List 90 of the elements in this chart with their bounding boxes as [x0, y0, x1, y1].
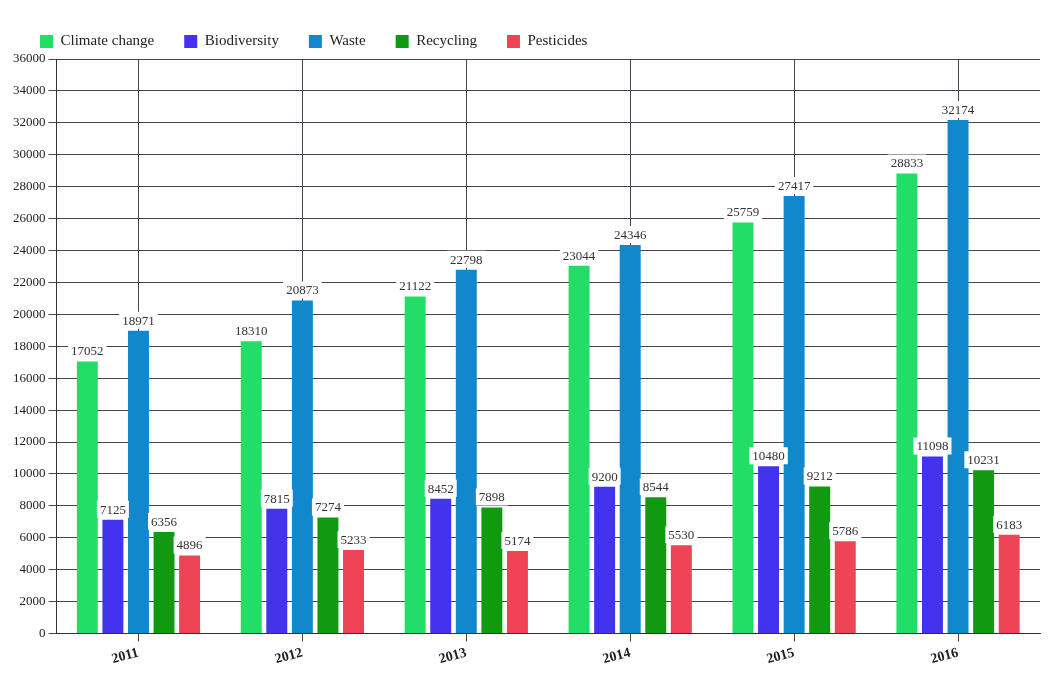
data-label: 8452 — [427, 480, 454, 496]
bar — [896, 173, 918, 634]
data-label: 21122 — [399, 278, 432, 294]
y-tick-label: 28000 — [13, 178, 46, 194]
y-tick-label: 16000 — [13, 369, 46, 385]
data-label: 24346 — [613, 226, 647, 242]
data-label: 9212 — [806, 468, 833, 484]
x-tick-label: 2015 — [764, 644, 796, 667]
data-label: 6183 — [996, 516, 1023, 532]
bar — [783, 195, 805, 634]
data-label: 11098 — [916, 438, 949, 454]
bar — [809, 486, 831, 634]
bar — [506, 550, 528, 634]
x-tick-label: 2014 — [600, 644, 632, 667]
y-tick-label: 34000 — [13, 82, 46, 98]
data-label: 8544 — [642, 479, 670, 495]
data-label: 5174 — [504, 532, 531, 548]
legend-label: Pesticides — [527, 32, 588, 49]
data-label: 18971 — [122, 312, 155, 328]
data-label: 7125 — [99, 501, 126, 517]
data-label: 7815 — [263, 490, 290, 506]
data-label: 5233 — [340, 531, 367, 547]
data-label: 32174 — [941, 101, 975, 117]
bar — [343, 550, 364, 634]
bar — [179, 555, 201, 634]
y-tick-label: 4000 — [19, 561, 46, 577]
y-tick-label: 2000 — [19, 593, 46, 609]
bar — [153, 532, 175, 634]
data-label: 4896 — [176, 537, 204, 553]
bar — [430, 498, 452, 634]
y-tick-label: 14000 — [13, 401, 46, 417]
bar — [619, 244, 641, 634]
bar — [127, 330, 149, 634]
bar — [732, 222, 754, 634]
y-tick-label: 30000 — [13, 146, 46, 162]
data-label: 18310 — [234, 323, 268, 339]
data-label: 22798 — [450, 251, 483, 267]
bar — [594, 486, 616, 634]
data-label: 6356 — [151, 514, 178, 530]
legend-label: Climate change — [60, 32, 155, 49]
data-label: 23044 — [562, 247, 596, 263]
data-label: 9200 — [591, 468, 618, 484]
data-label: 25759 — [726, 204, 760, 220]
legend-label: Biodiversity — [204, 32, 280, 49]
y-tick-label: 8000 — [19, 497, 46, 513]
y-tick-label: 12000 — [13, 433, 46, 449]
y-tick-label: 24000 — [13, 241, 46, 257]
x-tick-label: 2013 — [437, 644, 468, 667]
bar — [834, 541, 856, 634]
y-tick-label: 6000 — [19, 529, 46, 545]
bar — [921, 456, 943, 634]
data-label: 5786 — [832, 523, 859, 539]
bar — [973, 470, 995, 634]
legend-label: Waste — [329, 32, 366, 49]
data-label: 7898 — [478, 489, 505, 505]
bar — [317, 517, 339, 634]
x-tick-label: 2012 — [273, 644, 305, 667]
data-label: 10231 — [967, 452, 1000, 468]
y-tick-label: 36000 — [13, 50, 46, 66]
legend-label: Recycling — [416, 32, 478, 49]
y-tick-label: 32000 — [13, 114, 46, 130]
bar — [102, 519, 124, 634]
x-tick-label: 2016 — [928, 644, 960, 667]
bar — [266, 508, 288, 634]
y-tick-label: 18000 — [13, 337, 46, 353]
bar — [998, 534, 1020, 634]
bar — [455, 269, 477, 634]
bar — [291, 300, 313, 634]
data-label: 20873 — [286, 282, 319, 298]
data-label: 10480 — [752, 448, 785, 464]
bar — [758, 466, 780, 634]
y-tick-label: 0 — [39, 624, 46, 640]
bar — [645, 497, 667, 634]
bar — [240, 341, 262, 634]
y-tick-label: 26000 — [13, 210, 46, 226]
y-tick-label: 20000 — [13, 305, 46, 321]
bar — [947, 120, 969, 634]
bar — [404, 296, 426, 634]
data-label: 5530 — [668, 527, 695, 543]
y-tick-label: 10000 — [13, 465, 46, 481]
x-tick-label: 2011 — [109, 644, 141, 667]
bar — [481, 507, 503, 634]
data-label: 28833 — [890, 155, 924, 171]
bar — [568, 265, 590, 634]
y-tick-label: 22000 — [13, 273, 46, 289]
data-label: 7274 — [314, 499, 342, 515]
bar — [76, 361, 98, 634]
data-label: 17052 — [71, 343, 104, 359]
data-label: 27417 — [777, 177, 811, 193]
bar — [670, 545, 692, 634]
